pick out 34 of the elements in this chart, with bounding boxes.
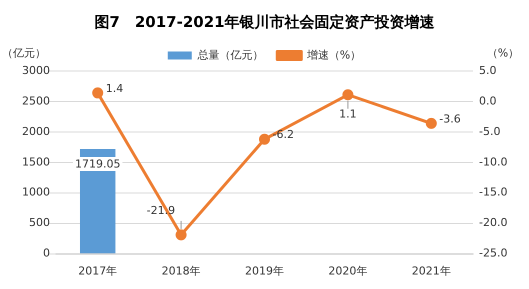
data-label: 1.4 [106,82,124,95]
y-tick-label: 0 [43,246,50,260]
x-tick-label: 2017年 [78,264,118,278]
y2-tick-label: 0.0 [479,94,496,108]
data-label: 1719.05 [74,157,120,170]
y-tick-label: 3000 [22,64,50,77]
y-tick-label: 1000 [22,186,50,199]
chart-title: 图7 2017-2021年银川市社会固定资产投资增速 [94,12,436,31]
y-tick-label: 2500 [22,94,50,108]
y-tick-label: 500 [29,216,50,230]
y-axis-title: （亿元） [2,46,46,60]
data-label: -6.2 [272,128,294,142]
legend-label: 增速（%） [306,48,362,62]
x-tick-label: 2019年 [245,264,284,278]
x-tick-label: 2020年 [328,264,368,278]
x-tick-label: 2018年 [162,264,201,278]
y2-tick-label: -10.0 [479,155,508,168]
point [176,229,187,240]
y2-tick-label: -5.0 [479,124,500,138]
point [259,134,270,145]
point [426,118,437,129]
y2-tick-label: 5.0 [479,64,496,77]
data-label: -3.6 [439,112,461,126]
x-tick-label: 2021年 [412,264,451,278]
legend-label: 总量（亿元） [196,48,264,62]
y2-tick-label: -20.0 [479,216,508,230]
data-label: 1.1 [339,108,357,121]
point [342,89,354,100]
y2-axis-title: （%） [486,46,520,60]
y2-tick-label: -25.0 [479,246,508,260]
y-tick-label: 1500 [22,155,50,168]
y-tick-label: 2000 [22,124,50,138]
point [92,87,104,98]
y2-tick-label: -15.0 [479,186,508,199]
